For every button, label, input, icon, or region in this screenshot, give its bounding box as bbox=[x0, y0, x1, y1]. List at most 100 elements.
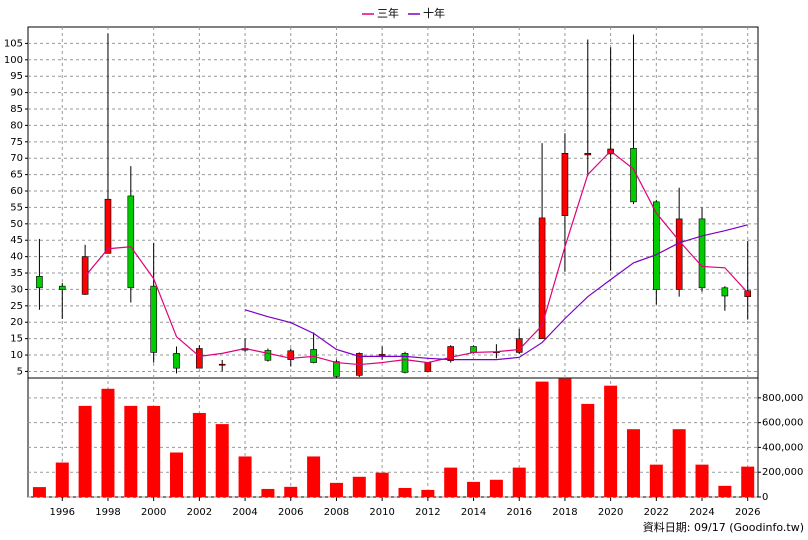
y-tick-label: 55 bbox=[10, 202, 23, 213]
legend-label: 十年 bbox=[423, 6, 445, 20]
candle-body bbox=[127, 195, 135, 289]
volume-bar bbox=[718, 485, 732, 497]
y2-tick-label: 800,000 bbox=[762, 393, 803, 404]
volume-bar bbox=[55, 462, 69, 497]
footer: 資料日期: 09/17 (Goodinfo.tw) bbox=[643, 520, 804, 534]
candle-body bbox=[584, 152, 592, 156]
candle-body bbox=[264, 350, 272, 361]
volume-bar bbox=[558, 378, 572, 497]
y-tick-label: 25 bbox=[10, 301, 23, 312]
x-tick-label: 2008 bbox=[324, 507, 349, 518]
y-tick-label: 85 bbox=[10, 104, 23, 115]
volume-bar bbox=[489, 479, 503, 497]
y-tick-label: 60 bbox=[10, 186, 23, 197]
candle-body bbox=[561, 152, 569, 216]
x-tick-label: 2012 bbox=[415, 507, 440, 518]
y-tick-label: 10 bbox=[10, 350, 23, 361]
volume-bar bbox=[695, 464, 709, 497]
candle-body bbox=[218, 363, 226, 366]
y-tick-label: 5 bbox=[17, 366, 23, 377]
volume-bar bbox=[672, 429, 686, 497]
candle-body bbox=[538, 217, 546, 339]
candle-body bbox=[721, 287, 729, 297]
y-tick-label: 75 bbox=[10, 137, 23, 148]
y-tick-label: 70 bbox=[10, 153, 23, 164]
volume-bar bbox=[124, 405, 138, 497]
candle-body bbox=[36, 276, 43, 289]
candle-body bbox=[173, 353, 180, 369]
y-tick-label: 50 bbox=[10, 219, 23, 230]
candle-body bbox=[744, 290, 752, 297]
x-tick-label: 2022 bbox=[644, 507, 669, 518]
x-tick-label: 2026 bbox=[735, 507, 760, 518]
volume-bar bbox=[238, 456, 252, 497]
y-tick-label: 35 bbox=[10, 268, 23, 279]
candle-body bbox=[470, 346, 477, 353]
volume-bar bbox=[375, 472, 389, 497]
x-tick-label: 2004 bbox=[232, 507, 257, 518]
volume-bar bbox=[604, 385, 618, 497]
candle-body bbox=[58, 285, 66, 290]
candle-body bbox=[333, 361, 340, 377]
volume-bar bbox=[261, 488, 275, 497]
y2-tick-label: 600,000 bbox=[762, 418, 803, 429]
volume-bar bbox=[147, 405, 161, 497]
x-tick-label: 2020 bbox=[598, 507, 623, 518]
volume-bar bbox=[535, 381, 549, 497]
x-tick-label: 2016 bbox=[507, 507, 532, 518]
legend: 三年 十年 bbox=[362, 6, 445, 20]
volume-bar bbox=[32, 487, 46, 497]
x-tick-label: 2024 bbox=[689, 507, 714, 518]
line-series bbox=[244, 224, 748, 361]
volume-bar bbox=[284, 486, 298, 497]
volume-bar bbox=[101, 388, 115, 497]
candle-body bbox=[378, 354, 386, 356]
candle-body bbox=[104, 198, 112, 254]
x-tick-label: 2014 bbox=[461, 507, 486, 518]
candle-body bbox=[698, 218, 706, 289]
candle-body bbox=[653, 201, 660, 290]
y-tick-label: 20 bbox=[10, 317, 23, 328]
volume-bar bbox=[192, 412, 206, 497]
y-tick-label: 65 bbox=[10, 170, 23, 181]
candle-body bbox=[515, 338, 523, 353]
y-tick-label: 30 bbox=[10, 284, 23, 295]
x-tick-label: 2018 bbox=[552, 507, 577, 518]
y2-tick-label: 400,000 bbox=[762, 442, 803, 453]
y-tick-label: 45 bbox=[10, 235, 23, 246]
legend-label: 三年 bbox=[377, 6, 399, 20]
x-tick-label: 1998 bbox=[95, 507, 120, 518]
y-tick-label: 15 bbox=[10, 334, 23, 345]
volume-bar bbox=[215, 424, 229, 497]
plot-frame bbox=[27, 26, 759, 498]
y-tick-label: 80 bbox=[10, 120, 23, 131]
x-tick-label: 2002 bbox=[187, 507, 212, 518]
volume-bar bbox=[649, 464, 663, 497]
x-tick-label: 2000 bbox=[141, 507, 166, 518]
candle-body bbox=[401, 353, 409, 373]
line-series bbox=[84, 150, 749, 366]
volume-bar bbox=[307, 456, 321, 497]
volume-bar bbox=[444, 467, 458, 497]
y2-tick-label: 0 bbox=[762, 492, 768, 503]
y-tick-label: 90 bbox=[10, 88, 23, 99]
x-tick-label: 2006 bbox=[278, 507, 303, 518]
y-tick-label: 105 bbox=[4, 38, 23, 49]
x-tick-label: 1996 bbox=[50, 507, 75, 518]
candle-body bbox=[287, 350, 295, 360]
volume-bar bbox=[467, 481, 481, 497]
y-tick-label: 100 bbox=[4, 55, 23, 66]
volume-bar bbox=[398, 487, 412, 497]
y2-tick-label: 200,000 bbox=[762, 467, 803, 478]
volume-bar bbox=[78, 405, 92, 497]
volume-bar bbox=[329, 482, 343, 497]
candle-body bbox=[447, 346, 454, 361]
y-tick-label: 40 bbox=[10, 252, 23, 263]
candle-body bbox=[630, 148, 637, 203]
candle-body bbox=[196, 348, 203, 369]
volume-bar bbox=[352, 476, 366, 497]
candle-body bbox=[150, 285, 157, 353]
volume-bar bbox=[512, 467, 526, 497]
candle-body bbox=[424, 362, 432, 372]
